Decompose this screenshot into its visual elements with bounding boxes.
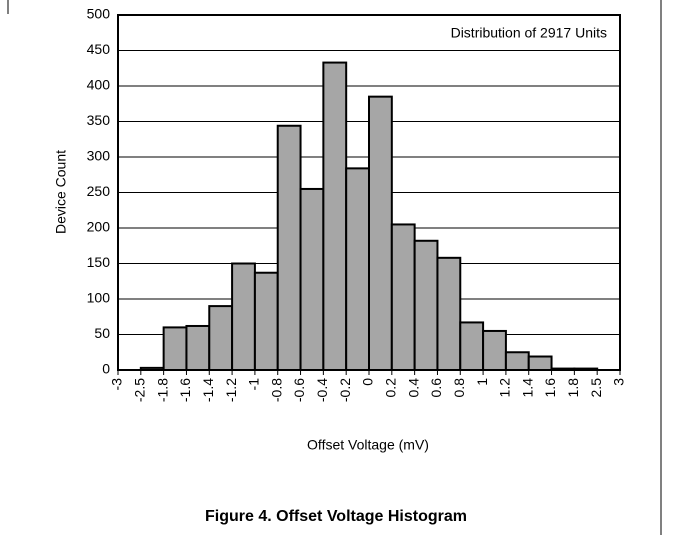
bar	[390, 223, 416, 371]
y-tick-label: 50	[94, 325, 110, 341]
x-tick-label: 1.4	[519, 378, 535, 398]
x-tick-label: -1.4	[200, 378, 216, 402]
x-tick-label: 3	[611, 378, 627, 386]
chart-title: Distribution of 2917 Units	[451, 25, 607, 41]
x-tick-label: -0.8	[268, 378, 284, 402]
bar	[527, 355, 553, 372]
bar	[413, 239, 439, 371]
bar	[185, 324, 211, 372]
y-tick-label: 100	[87, 290, 111, 306]
title-box	[392, 20, 614, 46]
x-tick-label: 0.4	[405, 378, 421, 398]
x-tick-label: 1.8	[565, 378, 581, 398]
bar	[208, 305, 234, 372]
bar	[322, 61, 348, 371]
bar	[253, 271, 279, 372]
x-tick-label: -3	[109, 378, 125, 391]
x-tick-label: 0.2	[383, 378, 399, 398]
x-tick-label: -0.2	[337, 378, 353, 402]
bar	[231, 262, 256, 371]
y-tick-label: 200	[87, 219, 111, 235]
x-axis-label: Offset Voltage (mV)	[307, 437, 429, 453]
x-tick-label: 1.2	[497, 378, 513, 398]
y-tick-label: 150	[87, 254, 111, 270]
bar	[368, 95, 393, 372]
bar	[299, 187, 325, 371]
x-tick-label: 0.6	[428, 378, 444, 398]
bar	[162, 326, 188, 371]
x-tick-label: 1.6	[542, 378, 558, 398]
y-tick-label: 0	[102, 361, 110, 377]
y-tick-label: 500	[87, 6, 111, 22]
x-tick-label: -1.8	[154, 378, 170, 402]
x-tick-label: -2.5	[132, 378, 148, 402]
y-tick-label: 300	[87, 148, 111, 164]
y-tick-label: 400	[87, 77, 111, 93]
bar	[436, 256, 462, 372]
bar	[276, 124, 302, 372]
x-tick-label: -1.6	[177, 378, 193, 402]
y-tick-label: 350	[87, 112, 111, 128]
x-tick-label: -0.6	[291, 378, 307, 402]
bar	[459, 321, 485, 371]
bar	[504, 351, 530, 371]
plot-frame	[117, 14, 621, 371]
x-tick-label: -1.2	[223, 378, 239, 402]
x-tick-label: 2.5	[588, 378, 604, 398]
x-tick-label: 0	[360, 378, 376, 386]
y-axis-label: Device Count	[53, 150, 69, 234]
figure-caption: Figure 4. Offset Voltage Histogram	[205, 508, 467, 525]
y-tick-label: 450	[87, 41, 111, 57]
x-tick-label: 1	[474, 378, 490, 386]
x-tick-label: -0.4	[314, 378, 330, 402]
bar	[482, 329, 507, 372]
y-tick-label: 250	[87, 183, 111, 199]
bar	[345, 167, 371, 371]
x-tick-label: -1	[246, 378, 262, 391]
x-tick-label: 0.8	[451, 378, 467, 398]
